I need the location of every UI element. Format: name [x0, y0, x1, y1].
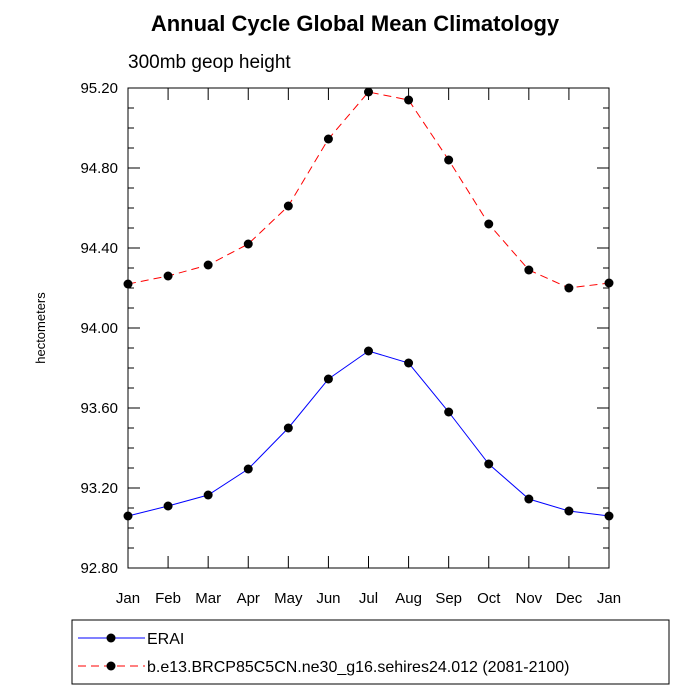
series-1-point	[604, 278, 614, 288]
legend-frame	[71, 619, 670, 685]
series-line-1	[127, 91, 610, 289]
x-tick-label: May	[274, 590, 303, 607]
series-1-point	[404, 95, 414, 105]
series-0-point	[604, 511, 614, 521]
x-tick-label: Mar	[195, 590, 221, 607]
legend-marker-0	[106, 633, 116, 643]
series-1-point	[123, 279, 133, 289]
y-tick-label: 94.00	[80, 320, 118, 337]
series-0-point	[123, 511, 133, 521]
y-tick-label: 95.20	[80, 80, 118, 97]
series-1-point	[444, 155, 454, 165]
series-1-point	[364, 87, 373, 97]
x-tick-label: Feb	[155, 590, 181, 607]
x-tick-label: Jun	[316, 590, 340, 607]
y-tick-label: 93.60	[80, 400, 118, 417]
series-1-point	[484, 219, 494, 229]
series-1-point	[243, 239, 253, 249]
x-tick-label: Apr	[237, 590, 260, 607]
x-tick-label: Aug	[395, 590, 422, 607]
series-1-point	[203, 260, 213, 270]
series-0-point	[283, 423, 293, 433]
legend-label-1: b.e13.BRCP85C5CN.ne30_g16.sehires24.012 …	[147, 659, 570, 676]
x-tick-label: Jan	[116, 590, 140, 607]
chart-title: Annual Cycle Global Mean Climatology	[151, 11, 560, 36]
x-tick-label: Jan	[597, 590, 621, 607]
y-tick-label: 93.20	[80, 480, 118, 497]
series-1-point	[163, 271, 173, 281]
y-axis-label: hectometers	[33, 292, 48, 364]
series-0-point	[323, 374, 333, 384]
series-0-point	[444, 407, 454, 417]
series-0-point	[163, 501, 173, 511]
series-1-point	[564, 283, 574, 293]
legend: ERAI b.e13.BRCP85C5CN.ne30_g16.sehires24.…	[71, 619, 670, 685]
series-0-point	[524, 494, 534, 504]
series-1-point	[524, 265, 534, 275]
series-0-point	[364, 346, 373, 356]
series-layer	[123, 87, 614, 521]
axes: 92.80 93.20 93.60 94.00 94.40 94.80 95.20 Jan Fe…	[80, 80, 621, 607]
x-tick-label: Oct	[477, 590, 501, 607]
y-tick-label: 94.80	[80, 160, 118, 177]
x-tick-label: Dec	[556, 590, 583, 607]
series-line-0	[127, 350, 610, 517]
series-0-point	[564, 506, 574, 516]
series-0-point	[404, 358, 414, 368]
x-tick-label: Nov	[515, 590, 542, 607]
series-1-point	[283, 201, 293, 211]
series-0-point	[203, 490, 213, 500]
legend-label-0: ERAI	[147, 631, 184, 648]
series-1-point	[323, 134, 333, 144]
series-0-point	[243, 464, 253, 474]
plot-frame	[127, 87, 610, 569]
x-tick-label: Jul	[359, 590, 378, 607]
chart-subtitle: 300mb geop height	[128, 52, 291, 73]
series-0-point	[484, 459, 494, 469]
legend-marker-1	[106, 661, 116, 671]
x-tick-label: Sep	[435, 590, 462, 607]
y-tick-label: 94.40	[80, 240, 118, 257]
y-tick-label: 92.80	[80, 560, 118, 577]
